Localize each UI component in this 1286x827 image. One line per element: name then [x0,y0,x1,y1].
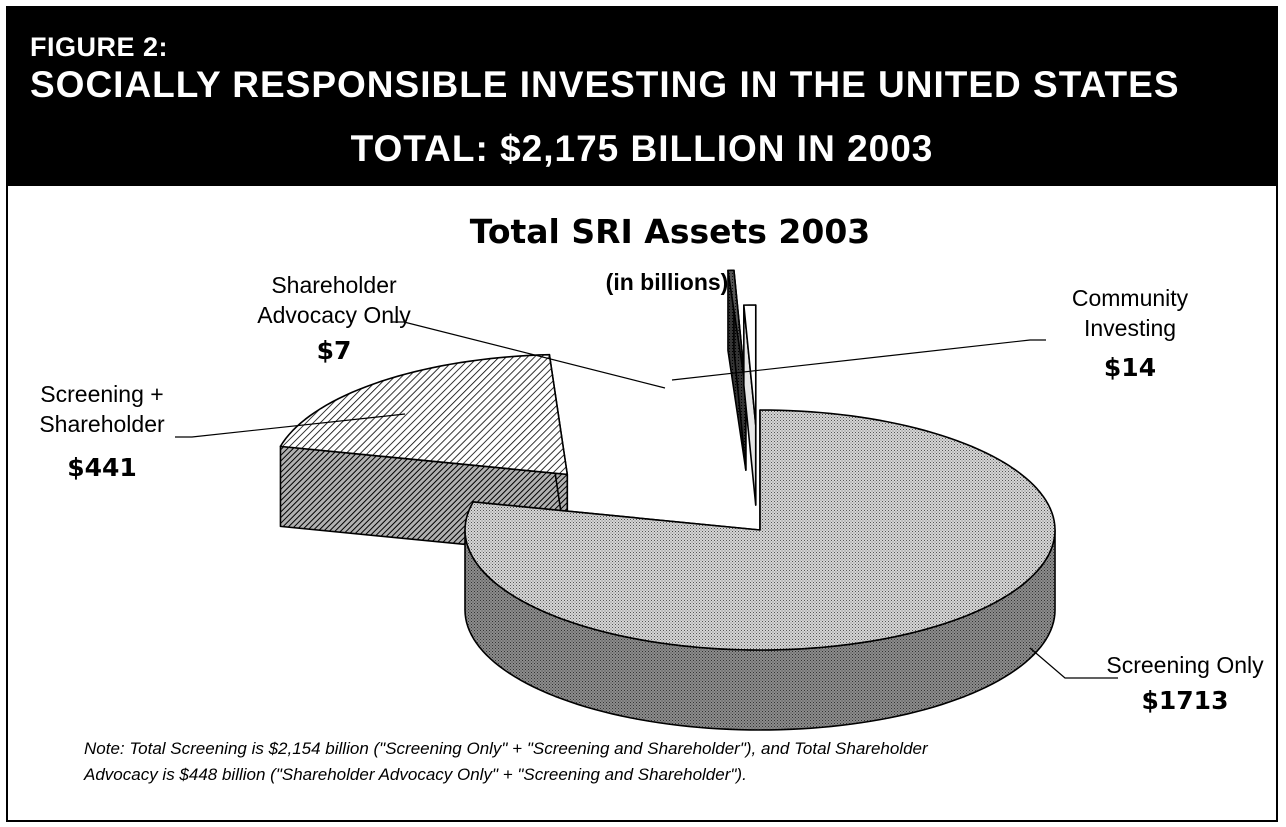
pie-slice-shareholder-advocacy-only [727,269,747,471]
slice-labels: Screening Only $1713 Screening + Shareholde… [39,272,1264,715]
slice-label-screening-shareholder: Shareholder [39,411,165,437]
figure-banner: FIGURE 2: SOCIALLY RESPONSIBLE INVESTING… [8,8,1276,186]
slice-value-screening-only: $1713 [1142,686,1229,715]
slice-label-screening-only: Screening Only [1106,652,1264,678]
slice-label-shareholder-advocacy-only: Shareholder [271,272,397,298]
figure-label: FIGURE 2: [30,32,169,62]
leader-line-screening-shareholder [175,413,406,438]
slice-value-community-investing: $14 [1104,353,1156,382]
leader-line-community-investing [671,339,1046,381]
pie-slices [279,269,1056,731]
leader-line-screening-only [1029,647,1118,679]
pie-slice-community-investing [743,304,757,506]
pie-slice-top-screening-only [464,409,1056,651]
slice-label-screening-shareholder: Screening + [40,381,163,407]
pie-slice-top-shareholder-advocacy-only [727,269,747,391]
slice-label-shareholder-advocacy-only: Advocacy Only [257,302,411,328]
slice-value-shareholder-advocacy-only: $7 [317,336,352,365]
chart-subtitle: (in billions) [606,269,729,295]
slice-value-screening-shareholder: $441 [67,453,137,482]
chart-note-line-2: Advocacy is $448 billion ("Shareholder A… [84,765,747,784]
figure-frame: FIGURE 2: SOCIALLY RESPONSIBLE INVESTING… [6,6,1278,822]
leader-line-shareholder-advocacy-only [392,321,666,389]
figure-title: SOCIALLY RESPONSIBLE INVESTING IN THE UN… [30,64,1180,105]
slice-label-community-investing: Community [1072,285,1189,311]
chart-note-line-1: Note: Total Screening is $2,154 billion … [84,739,928,758]
pie-slice-screening-only [464,409,1056,731]
slice-label-community-investing: Investing [1084,315,1176,341]
chart-note: Note: Total Screening is $2,154 billion … [84,736,1164,788]
chart-title: Total SRI Assets 2003 [470,212,871,251]
pie-slice-top-community-investing [743,304,757,426]
figure-subtitle: TOTAL: $2,175 BILLION IN 2003 [350,128,934,169]
